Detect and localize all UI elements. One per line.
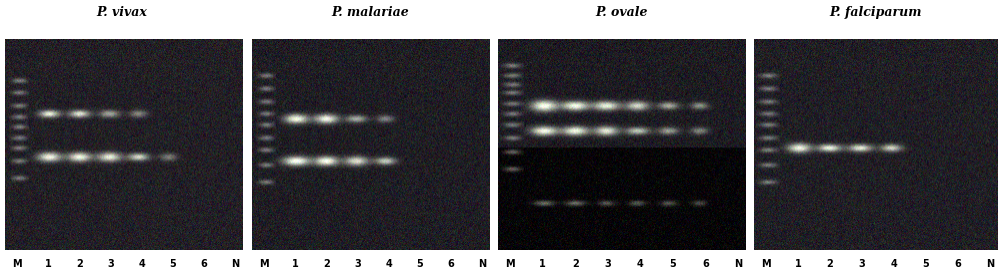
Text: N: N bbox=[478, 259, 486, 269]
Text: P. ovale: P. ovale bbox=[596, 6, 648, 19]
Text: P. falciparum: P. falciparum bbox=[830, 6, 922, 19]
Text: 5: 5 bbox=[669, 259, 676, 269]
Text: M: M bbox=[761, 259, 771, 269]
Text: 5: 5 bbox=[169, 259, 176, 269]
Text: N: N bbox=[231, 259, 239, 269]
Text: 6: 6 bbox=[447, 259, 454, 269]
Text: 2: 2 bbox=[572, 259, 579, 269]
Text: P. malariae: P. malariae bbox=[331, 6, 409, 19]
Text: 3: 3 bbox=[107, 259, 114, 269]
Text: 1: 1 bbox=[539, 259, 546, 269]
Text: 3: 3 bbox=[859, 259, 865, 269]
Text: 6: 6 bbox=[702, 259, 709, 269]
Text: 4: 4 bbox=[891, 259, 897, 269]
Text: M: M bbox=[259, 259, 269, 269]
Text: P. vivax: P. vivax bbox=[97, 6, 147, 19]
Text: 4: 4 bbox=[637, 259, 644, 269]
Text: M: M bbox=[12, 259, 22, 269]
Text: 1: 1 bbox=[292, 259, 299, 269]
Text: 5: 5 bbox=[923, 259, 929, 269]
Text: 2: 2 bbox=[323, 259, 330, 269]
Text: N: N bbox=[986, 259, 994, 269]
Text: 6: 6 bbox=[955, 259, 961, 269]
Text: 2: 2 bbox=[827, 259, 833, 269]
Text: 3: 3 bbox=[354, 259, 361, 269]
Text: M: M bbox=[505, 259, 515, 269]
Text: 6: 6 bbox=[200, 259, 207, 269]
Text: 1: 1 bbox=[795, 259, 801, 269]
Text: 5: 5 bbox=[416, 259, 423, 269]
Text: 4: 4 bbox=[385, 259, 392, 269]
Text: 2: 2 bbox=[76, 259, 83, 269]
Text: 1: 1 bbox=[45, 259, 52, 269]
Text: 3: 3 bbox=[604, 259, 611, 269]
Text: 4: 4 bbox=[138, 259, 145, 269]
Text: N: N bbox=[734, 259, 742, 269]
